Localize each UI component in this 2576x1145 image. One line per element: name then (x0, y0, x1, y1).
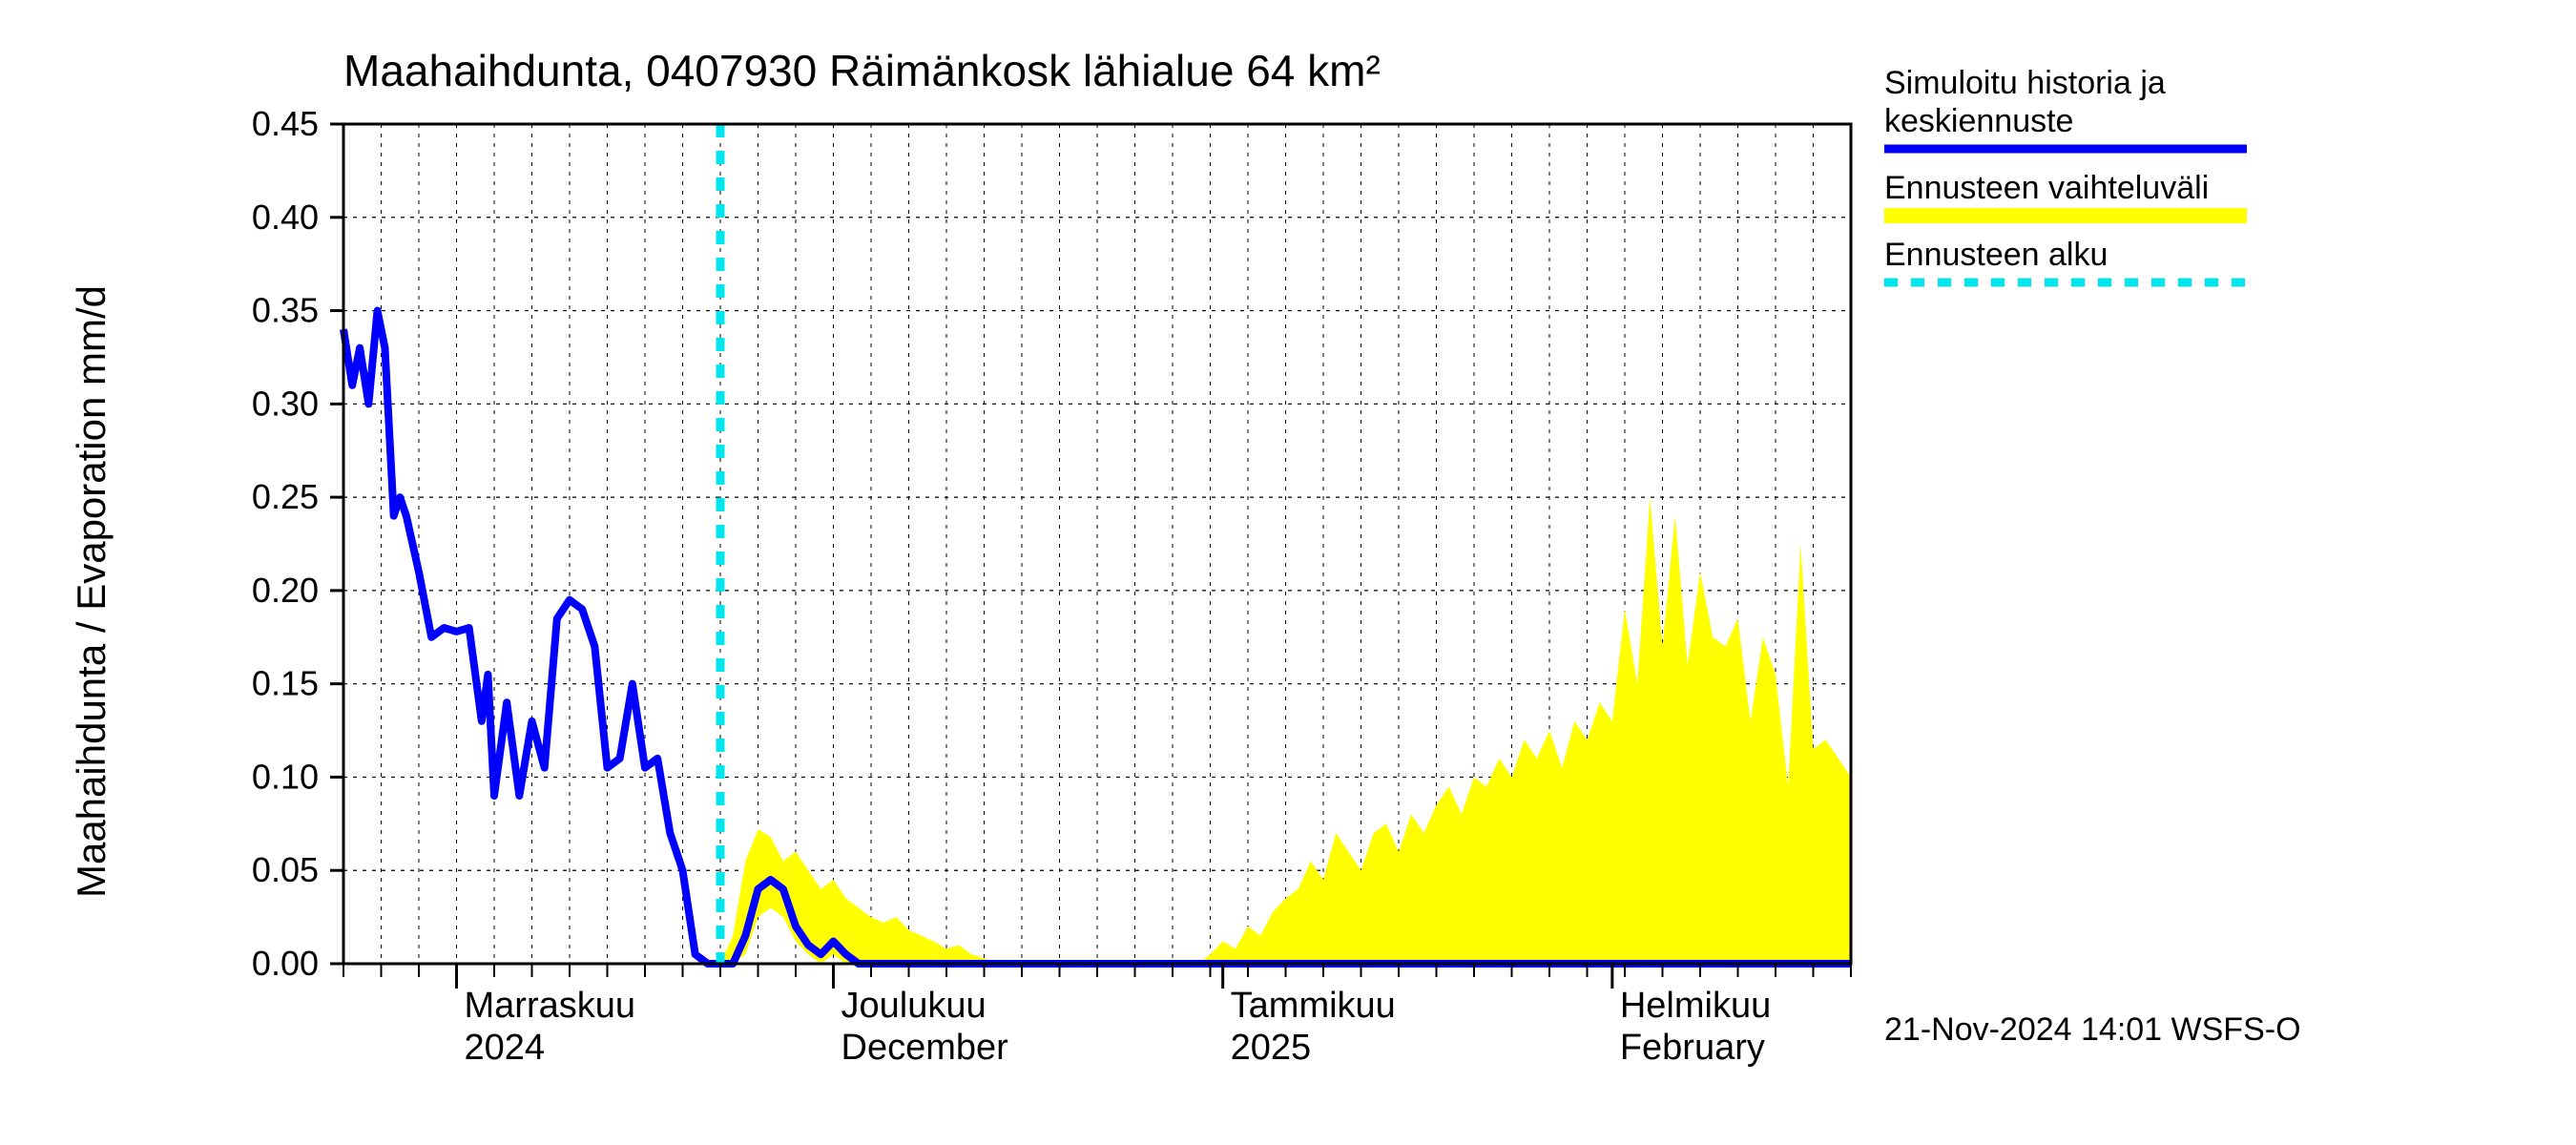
ytick-label: 0.10 (252, 757, 319, 796)
chart-footer: 21-Nov-2024 14:01 WSFS-O (1884, 1011, 2301, 1048)
xaxis-month-bottom: 2024 (465, 1028, 546, 1068)
ytick-label: 0.35 (252, 291, 319, 330)
chart-container: 0.00 0.05 0.10 0.15 0.20 0.25 0.30 0.35 0.40 0.45… (0, 0, 2576, 1145)
xaxis-month-top: Marraskuu (465, 986, 636, 1026)
legend-label: Ennusteen vaihteluväli (1884, 170, 2209, 206)
xaxis-month-bottom: December (841, 1028, 1009, 1068)
ytick-label: 0.15 (252, 664, 319, 703)
ytick-label: 0.00 (252, 944, 319, 983)
chart-title: Maahaihdunta, 0407930 Räimänkosk lähialu… (343, 46, 1381, 95)
xaxis-month-top: Joulukuu (841, 986, 987, 1026)
legend-swatch-block (1884, 208, 2247, 223)
ytick-label: 0.40 (252, 198, 319, 237)
chart-svg: 0.00 0.05 0.10 0.15 0.20 0.25 0.30 0.35 0.40 0.45… (0, 0, 2576, 1145)
ytick-label: 0.20 (252, 571, 319, 610)
legend-label: Simuloitu historia ja (1884, 65, 2166, 101)
ytick-label: 0.25 (252, 477, 319, 516)
legend-label: keskiennuste (1884, 103, 2073, 139)
ytick-label: 0.05 (252, 850, 319, 889)
xaxis-month-top: Tammikuu (1231, 986, 1396, 1026)
ytick-label: 0.45 (252, 104, 319, 143)
ytick-label: 0.30 (252, 384, 319, 423)
xaxis-month-top: Helmikuu (1620, 986, 1771, 1026)
xaxis-month-bottom: February (1620, 1028, 1765, 1068)
xaxis-month-bottom: 2025 (1231, 1028, 1312, 1068)
yaxis-label: Maahaihdunta / Evaporation mm/d (69, 285, 114, 898)
legend-label: Ennusteen alku (1884, 237, 2108, 273)
